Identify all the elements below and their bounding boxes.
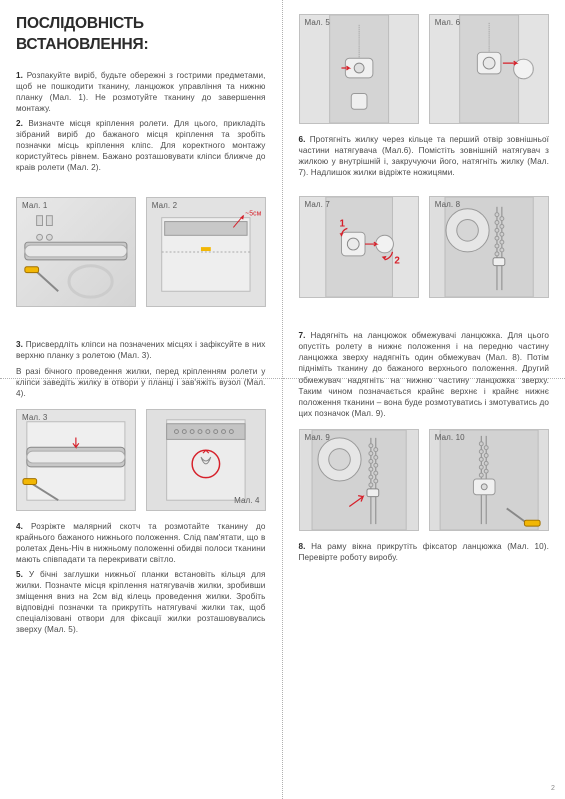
figure-8: Мал. 8: [429, 196, 549, 298]
step-6-text: Протягніть жилку через кільце та перший …: [299, 135, 550, 177]
step-4-text: Розріжте малярний скотч та розмотайте тк…: [16, 522, 266, 564]
step-3b-text: В разі бічного проведення жилки, перед к…: [16, 367, 266, 398]
step-1-text: Розпакуйте виріб, будьте обережні з гост…: [16, 71, 266, 113]
figure-1: Мал. 1: [16, 197, 136, 307]
figure-2: Мал. 2 ~5см: [146, 197, 266, 307]
figure-9: Мал. 9: [299, 429, 419, 531]
figure-row-3-4: Мал. 3 Мал. 4: [16, 409, 266, 511]
figure-6: Мал. 6: [429, 14, 549, 124]
svg-text:1: 1: [339, 219, 345, 230]
step-8: 8. На раму вікна прикрутіть фіксатор лан…: [299, 541, 550, 563]
step-3-text: Присвердліть кліпси на позначених місцях…: [16, 340, 266, 360]
right-column: Мал. 5 Мал. 6: [283, 0, 565, 799]
figure-6-label: Мал. 6: [435, 18, 460, 29]
figure-4: Мал. 4: [146, 409, 266, 511]
figure-7: Мал. 7 1 2: [299, 196, 419, 298]
left-column: ПОСЛІДОВНІСТЬ ВСТАНОВЛЕННЯ: 1. Розпакуйт…: [0, 0, 283, 799]
step-7: 7. Надягніть на ланцюжок обмежувачі ланц…: [299, 330, 550, 419]
figure-8-label: Мал. 8: [435, 200, 460, 211]
figure-1-label: Мал. 1: [22, 201, 47, 212]
step-3: 3. Присвердліть кліпси на позначених міс…: [16, 339, 266, 361]
figure-3: Мал. 3: [16, 409, 136, 511]
step-3b: В разі бічного проведення жилки, перед к…: [16, 366, 266, 399]
step-2: 2. Визначте місця кріплення ролети. Для …: [16, 118, 266, 173]
page-number: 2: [551, 784, 555, 793]
figure-5: Мал. 5: [299, 14, 419, 124]
figure-row-7-8: Мал. 7 1 2: [299, 196, 550, 298]
step-2-text: Визначте місця кріплення ролети. Для цьо…: [16, 119, 266, 172]
step-7-text: Надягніть на ланцюжок обмежувачі ланцюжк…: [299, 331, 550, 417]
figure-row-9-10: Мал. 9: [299, 429, 550, 531]
page-title: ПОСЛІДОВНІСТЬ ВСТАНОВЛЕННЯ:: [16, 14, 266, 56]
svg-text:2: 2: [394, 256, 400, 267]
step-1: 1. Розпакуйте виріб, будьте обережні з г…: [16, 70, 266, 114]
figure-10: Мал. 10: [429, 429, 549, 531]
figure-7-label: Мал. 7: [305, 200, 330, 211]
step-5-text: У бічні заглушки нижньої планки встанові…: [16, 570, 266, 634]
figure-3-label: Мал. 3: [22, 413, 47, 424]
figure-10-label: Мал. 10: [435, 433, 465, 444]
figure-row-5-6: Мал. 5 Мал. 6: [299, 14, 550, 124]
step-6: 6. Протягніть жилку через кільце та перш…: [299, 134, 550, 178]
figure-5-label: Мал. 5: [305, 18, 330, 29]
figure-9-label: Мал. 9: [305, 433, 330, 444]
svg-text:~5см: ~5см: [245, 211, 262, 218]
step-8-text: На раму вікна прикрутіть фіксатор ланцюж…: [299, 542, 550, 562]
figure-row-1-2: Мал. 1: [16, 197, 266, 307]
step-4: 4. Розріжте малярний скотч та розмотайте…: [16, 521, 266, 565]
figure-2-label: Мал. 2: [152, 201, 177, 212]
step-5: 5. У бічні заглушки нижньої планки встан…: [16, 569, 266, 635]
figure-4-label: Мал. 4: [234, 496, 259, 507]
instruction-page: ПОСЛІДОВНІСТЬ ВСТАНОВЛЕННЯ: 1. Розпакуйт…: [0, 0, 565, 799]
